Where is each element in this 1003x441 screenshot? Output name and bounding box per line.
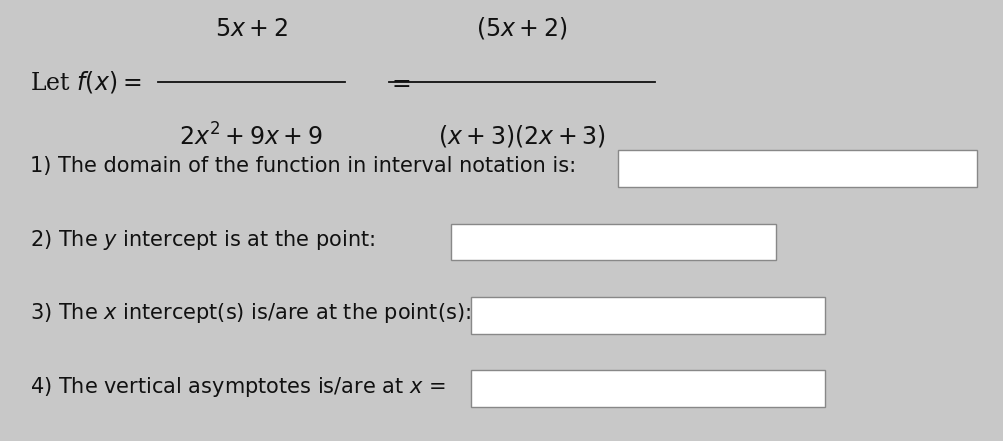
Text: 1) The domain of the function in interval notation is:: 1) The domain of the function in interva… [30,157,576,176]
FancyBboxPatch shape [470,370,823,407]
Text: 4) The vertical asymptotes is/are at $x$ =: 4) The vertical asymptotes is/are at $x$… [30,375,445,399]
Text: $(x + 3)(2x + 3)$: $(x + 3)(2x + 3)$ [437,123,605,149]
Text: Let $f(x) =$: Let $f(x) =$ [30,69,140,95]
Text: 3) The $x$ intercept(s) is/are at the point(s):: 3) The $x$ intercept(s) is/are at the po… [30,301,470,325]
Text: $2x^2 + 9x + 9$: $2x^2 + 9x + 9$ [180,123,323,150]
Text: $(5x + 2)$: $(5x + 2)$ [475,15,567,41]
FancyBboxPatch shape [618,150,976,187]
FancyBboxPatch shape [470,297,823,334]
FancyBboxPatch shape [450,224,774,260]
Text: $=$: $=$ [386,71,410,93]
Text: 2) The $y$ intercept is at the point:: 2) The $y$ intercept is at the point: [30,228,374,252]
Text: $5x + 2$: $5x + 2$ [215,18,287,41]
